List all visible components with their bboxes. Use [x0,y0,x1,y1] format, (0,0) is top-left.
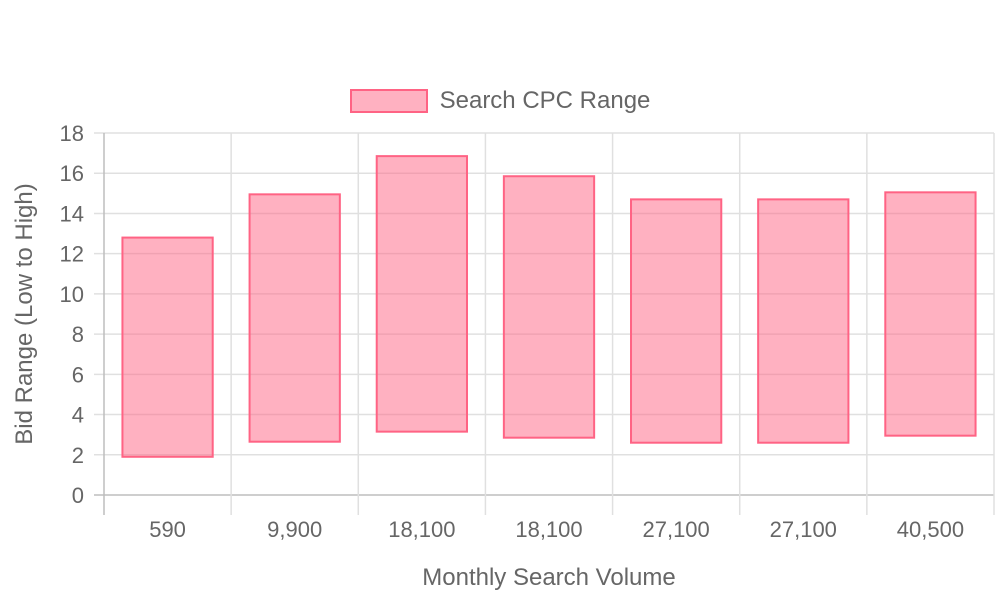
y-tick-label: 16 [60,161,84,186]
y-tick-label: 18 [60,121,84,146]
axes: 0 2 4 6 8 10 12 14 16 18 590 9,900 18,100 18,100 27,10… [60,121,965,542]
chart-legend: Search CPC Range [0,86,1000,116]
legend-label: Search CPC Range [439,87,651,114]
range-bar[interactable] [630,198,723,444]
range-bar[interactable] [884,191,977,437]
y-tick-label: 4 [72,403,84,428]
y-tick-label: 8 [72,322,84,347]
bars [121,155,977,458]
y-tick-label: 2 [72,443,84,468]
x-tick-label: 27,100 [642,517,709,542]
range-bar[interactable] [757,198,850,444]
y-tick-label: 12 [60,242,84,267]
range-bar[interactable] [248,193,341,443]
range-bar[interactable] [375,155,468,433]
y-tick-label: 10 [60,282,84,307]
x-tick-label: 18,100 [515,517,582,542]
legend-swatch[interactable] [349,89,428,113]
range-bar[interactable] [121,236,214,458]
y-tick-label: 0 [72,483,84,508]
x-tick-label: 9,900 [267,517,322,542]
x-tick-label: 590 [149,517,186,542]
x-tick-label: 27,100 [770,517,837,542]
x-tick-label: 18,100 [388,517,455,542]
range-bar[interactable] [502,175,596,439]
x-tick-label: 40,500 [897,517,964,542]
y-tick-label: 14 [60,201,84,226]
x-axis-title: Monthly Search Volume [422,564,675,591]
y-tick-label: 6 [72,362,84,387]
y-axis-title: Bid Range (Low to High) [11,183,38,444]
